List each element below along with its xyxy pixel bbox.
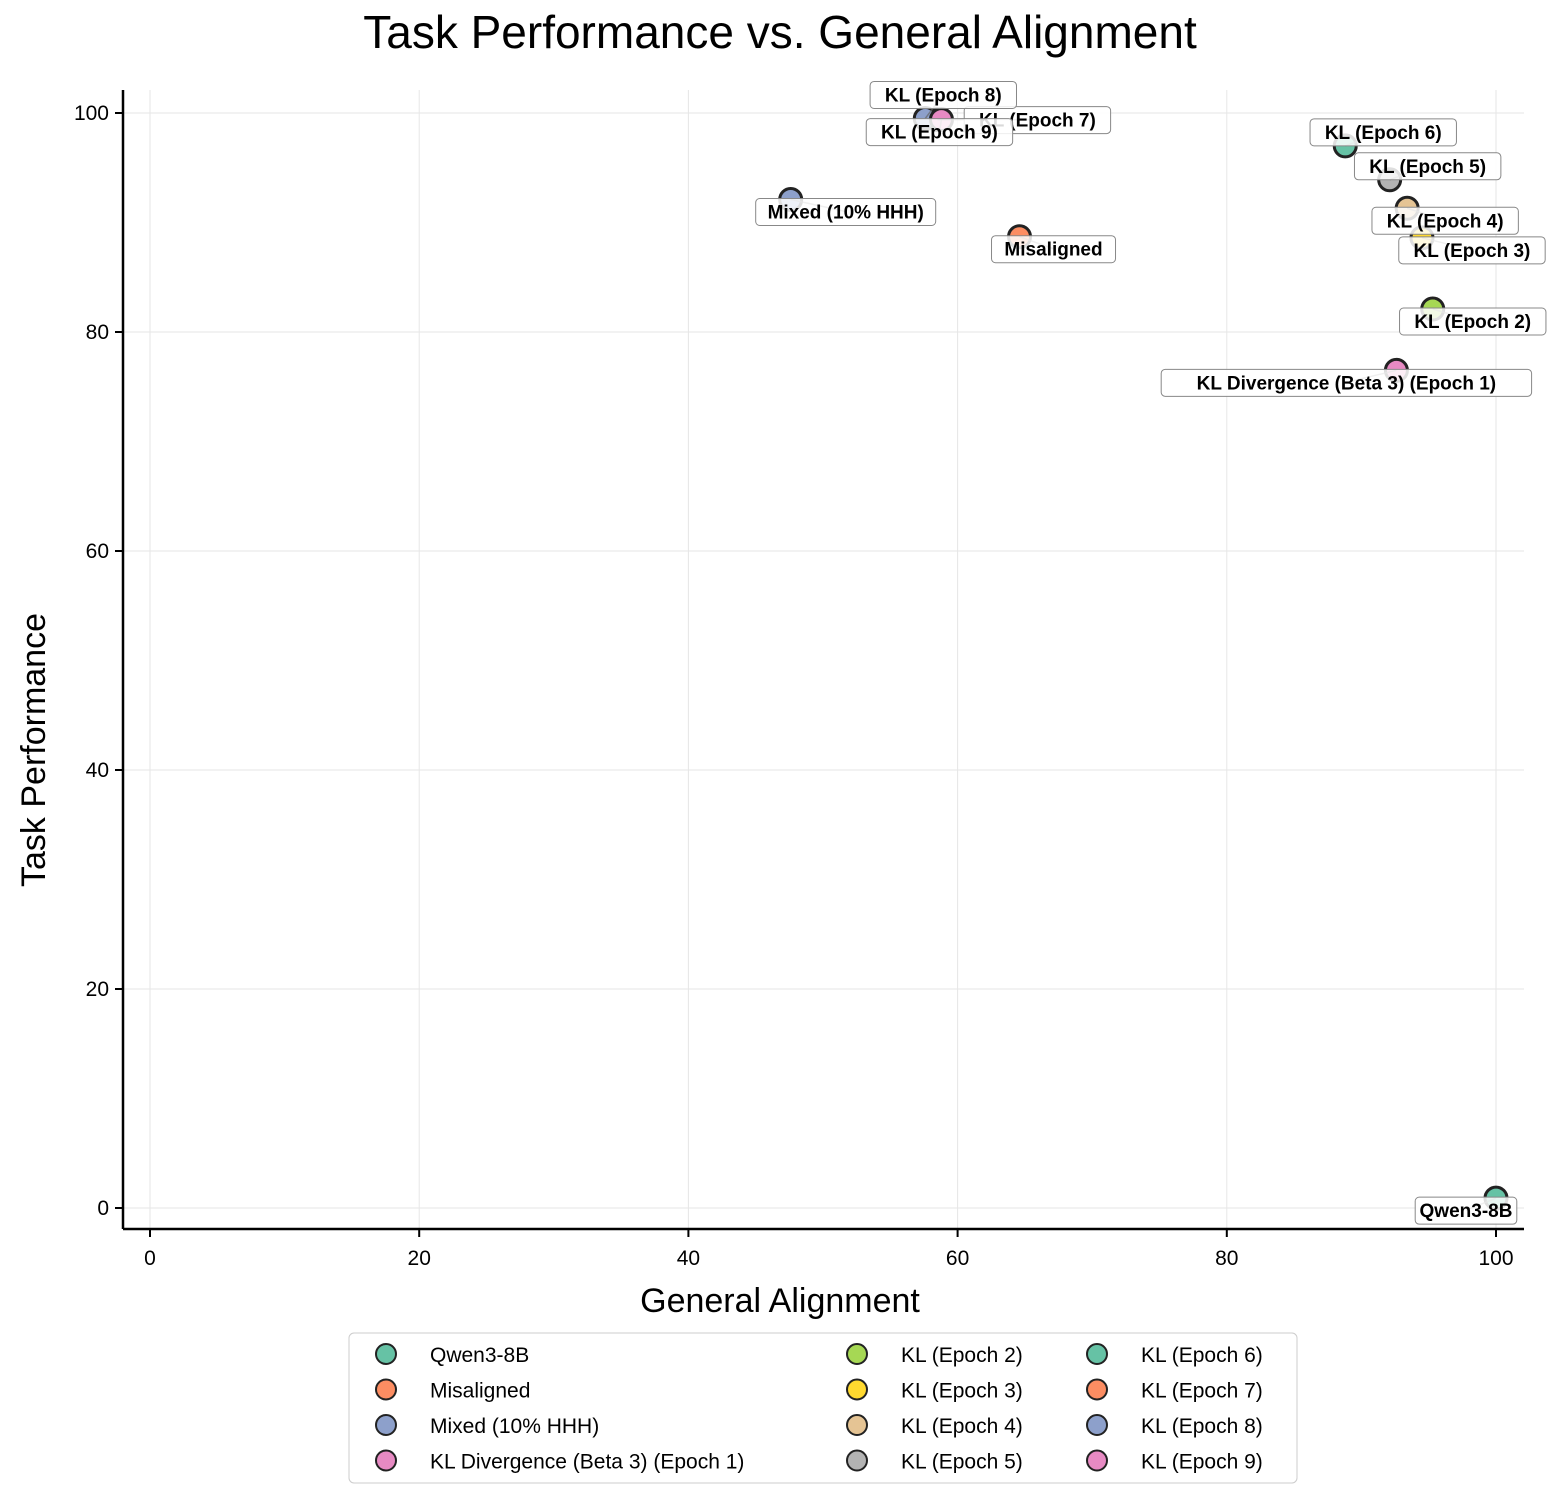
point-label: KL (Epoch 4) [1387, 211, 1504, 232]
legend-label: Misaligned [430, 1380, 530, 1403]
point-label: KL Divergence (Beta 3) (Epoch 1) [1197, 373, 1497, 394]
legend-label: KL (Epoch 6) [1141, 1344, 1263, 1367]
legend-marker [1086, 1343, 1108, 1365]
label-box [755, 198, 937, 227]
legend-marker [1086, 1414, 1108, 1436]
legend-marker [846, 1449, 868, 1472]
point-label: KL (Epoch 2) [1414, 312, 1531, 333]
x-tick-label: 40 [677, 1247, 700, 1270]
y-tick-label: 0 [97, 1197, 109, 1220]
label-box [1309, 118, 1457, 147]
point-label: Mixed (10% HHH) [768, 203, 924, 224]
y-tick-label: 60 [86, 540, 109, 563]
point-label: KL (Epoch 6) [1325, 123, 1442, 144]
label-box [1398, 236, 1546, 265]
y-axis-label: Task Performance [15, 613, 53, 887]
legend-marker [375, 1378, 397, 1401]
legend-marker [1086, 1449, 1108, 1472]
legend-marker [846, 1414, 868, 1436]
legend-label: Qwen3-8B [430, 1344, 529, 1367]
label-box [1414, 1196, 1518, 1225]
label-box [1160, 368, 1533, 397]
legend-label: KL (Epoch 9) [1141, 1451, 1263, 1474]
legend-label: KL Divergence (Beta 3) (Epoch 1) [430, 1451, 744, 1474]
x-axis-label: General Alignment [640, 1282, 920, 1320]
legend-marker [1086, 1378, 1108, 1401]
x-tick-label: 100 [1478, 1247, 1513, 1270]
legend-marker [375, 1414, 397, 1436]
point-label: Qwen3-8B [1420, 1201, 1513, 1222]
legend-label: KL (Epoch 4) [901, 1415, 1023, 1438]
x-tick-label: 0 [144, 1247, 156, 1270]
legend-label: KL (Epoch 2) [901, 1344, 1023, 1367]
legend-marker [375, 1343, 397, 1365]
x-tick-label: 20 [408, 1247, 431, 1270]
point-label: KL (Epoch 8) [885, 85, 1002, 106]
point-label: KL (Epoch 3) [1414, 241, 1531, 262]
legend-label: KL (Epoch 8) [1141, 1415, 1263, 1438]
chart-title: Task Performance vs. General Alignment [363, 6, 1197, 58]
y-tick-label: 20 [86, 978, 109, 1001]
legend-label: KL (Epoch 3) [901, 1380, 1023, 1403]
label-box [869, 80, 1017, 109]
label-box [991, 235, 1117, 264]
y-tick-label: 100 [74, 102, 109, 125]
point-label: KL (Epoch 9) [881, 123, 998, 144]
y-tick-label: 80 [86, 321, 109, 344]
legend-marker [375, 1449, 397, 1472]
x-tick-label: 80 [1215, 1247, 1238, 1270]
legend-label: KL (Epoch 7) [1141, 1380, 1263, 1403]
x-tick-label: 60 [946, 1247, 969, 1270]
legend-label: Mixed (10% HHH) [430, 1415, 599, 1438]
legend-marker [846, 1343, 868, 1365]
label-box [1399, 307, 1547, 336]
label-box [1371, 206, 1519, 235]
legend-box [348, 1332, 1298, 1484]
legend-marker [846, 1378, 868, 1401]
label-box [1353, 152, 1502, 181]
point-label: Misaligned [1004, 240, 1102, 261]
label-box [865, 118, 1014, 147]
y-tick-label: 40 [86, 759, 109, 782]
point-label: KL (Epoch 5) [1369, 157, 1486, 178]
legend-label: KL (Epoch 5) [901, 1451, 1023, 1474]
